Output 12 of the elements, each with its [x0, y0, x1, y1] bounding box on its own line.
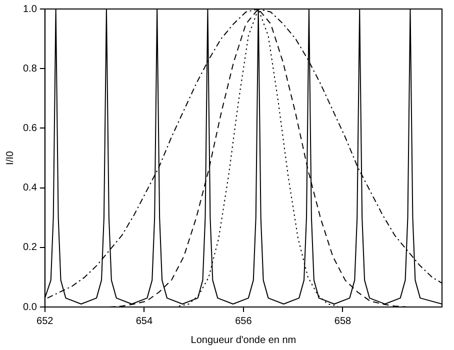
x-tick-label: 656 [235, 316, 252, 327]
x-axis-title: Longueur d'onde en nm [190, 334, 296, 346]
y-axis-title: I/I0 [4, 150, 16, 165]
y-tick-label: 0.4 [22, 182, 38, 194]
y-tick-label: 0.2 [22, 242, 38, 254]
x-tick-label: 658 [334, 316, 352, 327]
y-tick-label: 1.0 [22, 4, 38, 15]
y-tick-label: 0.6 [22, 122, 38, 134]
x-tick-label: 652 [36, 316, 54, 327]
y-tick-label: 0.0 [22, 302, 38, 313]
x-tick-label: 654 [136, 316, 153, 327]
y-tick-label: 0.8 [22, 63, 38, 74]
